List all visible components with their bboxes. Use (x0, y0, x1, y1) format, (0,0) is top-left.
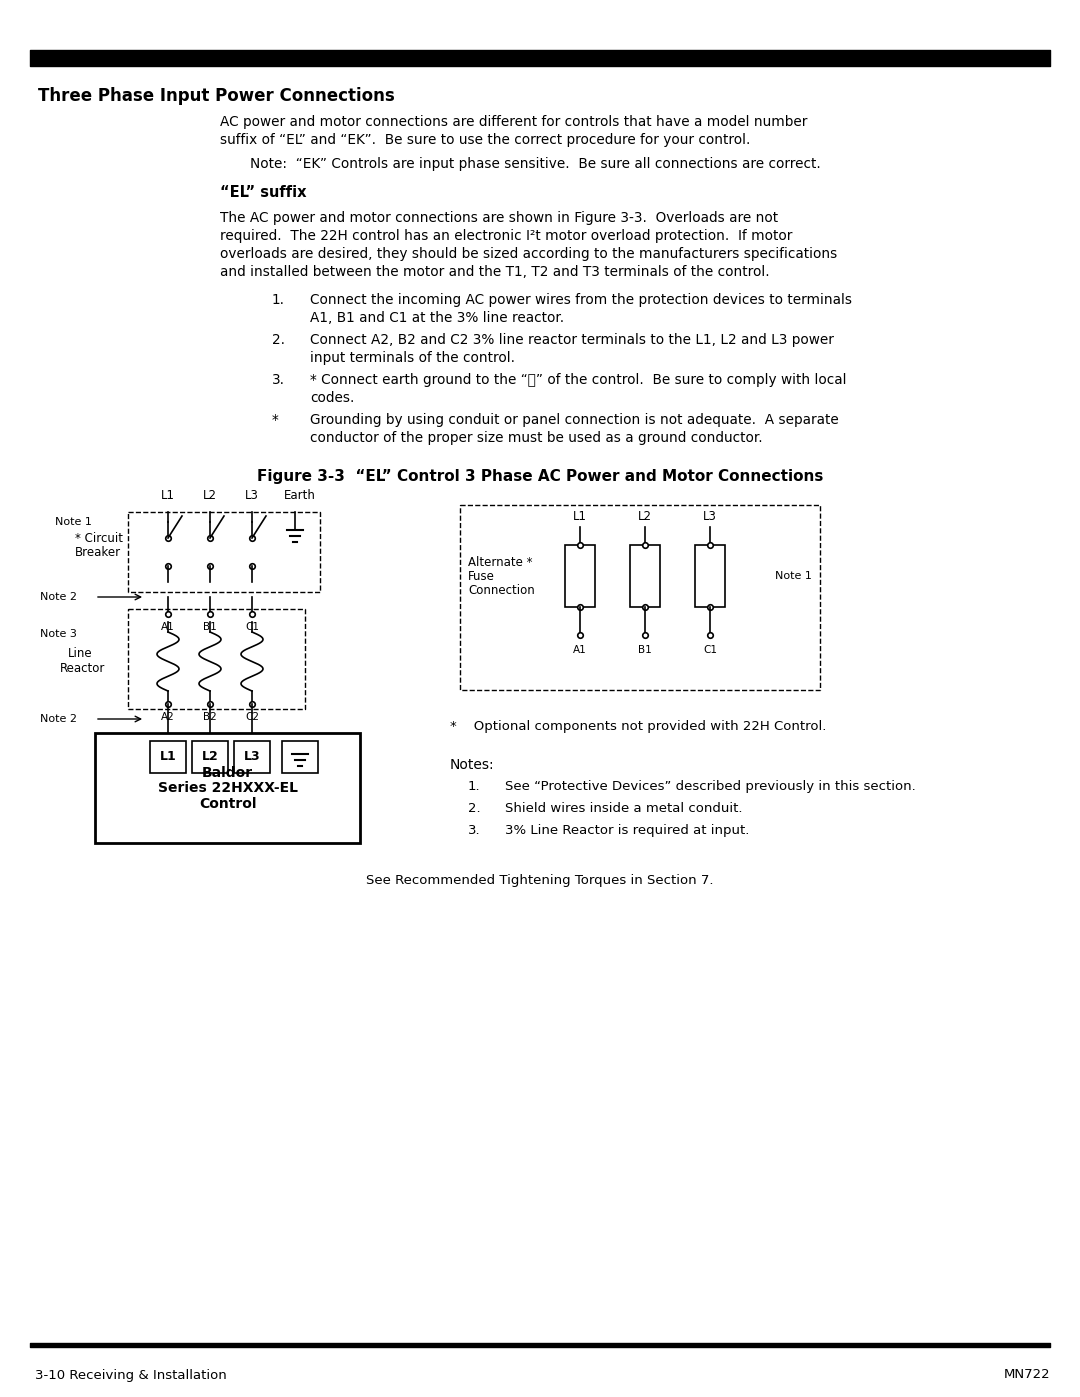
Text: Earth: Earth (284, 489, 316, 502)
Text: A1, B1 and C1 at the 3% line reactor.: A1, B1 and C1 at the 3% line reactor. (310, 312, 564, 326)
Polygon shape (696, 545, 725, 608)
Text: L1: L1 (160, 750, 176, 764)
Text: B1: B1 (203, 622, 217, 631)
Text: See Recommended Tightening Torques in Section 7.: See Recommended Tightening Torques in Se… (366, 875, 714, 887)
Text: Connect A2, B2 and C2 3% line reactor terminals to the L1, L2 and L3 power: Connect A2, B2 and C2 3% line reactor te… (310, 332, 834, 346)
Text: B2: B2 (203, 712, 217, 722)
Text: Notes:: Notes: (450, 759, 495, 773)
Text: “EL” suffix: “EL” suffix (220, 184, 307, 200)
Text: Reactor: Reactor (60, 662, 106, 675)
Text: Note 1: Note 1 (775, 571, 812, 581)
Text: B1: B1 (638, 645, 652, 655)
Text: input terminals of the control.: input terminals of the control. (310, 351, 515, 365)
Polygon shape (95, 733, 360, 842)
Text: Figure 3-3  “EL” Control 3 Phase AC Power and Motor Connections: Figure 3-3 “EL” Control 3 Phase AC Power… (257, 469, 823, 483)
Text: 1.: 1. (272, 293, 285, 307)
Text: A1: A1 (573, 645, 586, 655)
Text: A2: A2 (161, 712, 175, 722)
Text: See “Protective Devices” described previously in this section.: See “Protective Devices” described previ… (505, 780, 916, 793)
Text: Connection: Connection (468, 584, 535, 597)
Text: Line: Line (68, 647, 93, 659)
Text: suffix of “EL” and “EK”.  Be sure to use the correct procedure for your control.: suffix of “EL” and “EK”. Be sure to use … (220, 133, 751, 147)
Text: Note 1: Note 1 (55, 517, 92, 527)
Text: Connect the incoming AC power wires from the protection devices to terminals: Connect the incoming AC power wires from… (310, 293, 852, 307)
Text: Note 2: Note 2 (40, 714, 77, 724)
Text: Fuse: Fuse (468, 570, 495, 583)
Polygon shape (282, 740, 318, 773)
Polygon shape (192, 740, 228, 773)
Text: L2: L2 (202, 750, 218, 764)
Polygon shape (234, 740, 270, 773)
Text: Alternate *: Alternate * (468, 556, 532, 569)
Text: L1: L1 (573, 510, 588, 522)
Text: * Connect earth ground to the “⏚” of the control.  Be sure to comply with local: * Connect earth ground to the “⏚” of the… (310, 373, 847, 387)
Text: A1: A1 (161, 622, 175, 631)
Text: 2.: 2. (272, 332, 285, 346)
Text: L2: L2 (638, 510, 652, 522)
Polygon shape (565, 545, 595, 608)
Text: Baldor: Baldor (202, 766, 253, 780)
Text: Series 22HXXX-EL: Series 22HXXX-EL (158, 781, 297, 795)
Text: L2: L2 (203, 489, 217, 502)
Text: *    Optional components not provided with 22H Control.: * Optional components not provided with … (450, 719, 826, 733)
Text: overloads are desired, they should be sized according to the manufacturers speci: overloads are desired, they should be si… (220, 247, 837, 261)
Text: L1: L1 (161, 489, 175, 502)
Text: Breaker: Breaker (75, 546, 121, 559)
Text: Control: Control (199, 798, 256, 812)
Text: codes.: codes. (310, 391, 354, 405)
Text: 3-10 Receiving & Installation: 3-10 Receiving & Installation (35, 1369, 227, 1382)
Text: Shield wires inside a metal conduit.: Shield wires inside a metal conduit. (505, 802, 743, 814)
Text: * Circuit: * Circuit (75, 532, 123, 545)
Text: Note 2: Note 2 (40, 592, 77, 602)
Text: Note:  “EK” Controls are input phase sensitive.  Be sure all connections are cor: Note: “EK” Controls are input phase sens… (249, 156, 821, 170)
Text: *: * (272, 414, 279, 427)
Text: C1: C1 (703, 645, 717, 655)
Text: C2: C2 (245, 712, 259, 722)
Text: MN722: MN722 (1003, 1369, 1050, 1382)
Text: 3.: 3. (468, 824, 481, 837)
Text: Note 3: Note 3 (40, 629, 77, 638)
Text: L3: L3 (703, 510, 717, 522)
Text: L3: L3 (244, 750, 260, 764)
Text: Three Phase Input Power Connections: Three Phase Input Power Connections (38, 87, 395, 105)
Text: 3.: 3. (272, 373, 285, 387)
Polygon shape (630, 545, 660, 608)
Text: AC power and motor connections are different for controls that have a model numb: AC power and motor connections are diffe… (220, 115, 808, 129)
Text: 2.: 2. (468, 802, 481, 814)
Text: The AC power and motor connections are shown in Figure 3-3.  Overloads are not: The AC power and motor connections are s… (220, 211, 778, 225)
Text: 1.: 1. (468, 780, 481, 793)
Text: required.  The 22H control has an electronic I²t motor overload protection.  If : required. The 22H control has an electro… (220, 229, 793, 243)
Text: L3: L3 (245, 489, 259, 502)
Text: Grounding by using conduit or panel connection is not adequate.  A separate: Grounding by using conduit or panel conn… (310, 414, 839, 427)
Polygon shape (150, 740, 186, 773)
Text: and installed between the motor and the T1, T2 and T3 terminals of the control.: and installed between the motor and the … (220, 265, 770, 279)
Text: 3% Line Reactor is required at input.: 3% Line Reactor is required at input. (505, 824, 750, 837)
Text: conductor of the proper size must be used as a ground conductor.: conductor of the proper size must be use… (310, 432, 762, 446)
Text: C1: C1 (245, 622, 259, 631)
